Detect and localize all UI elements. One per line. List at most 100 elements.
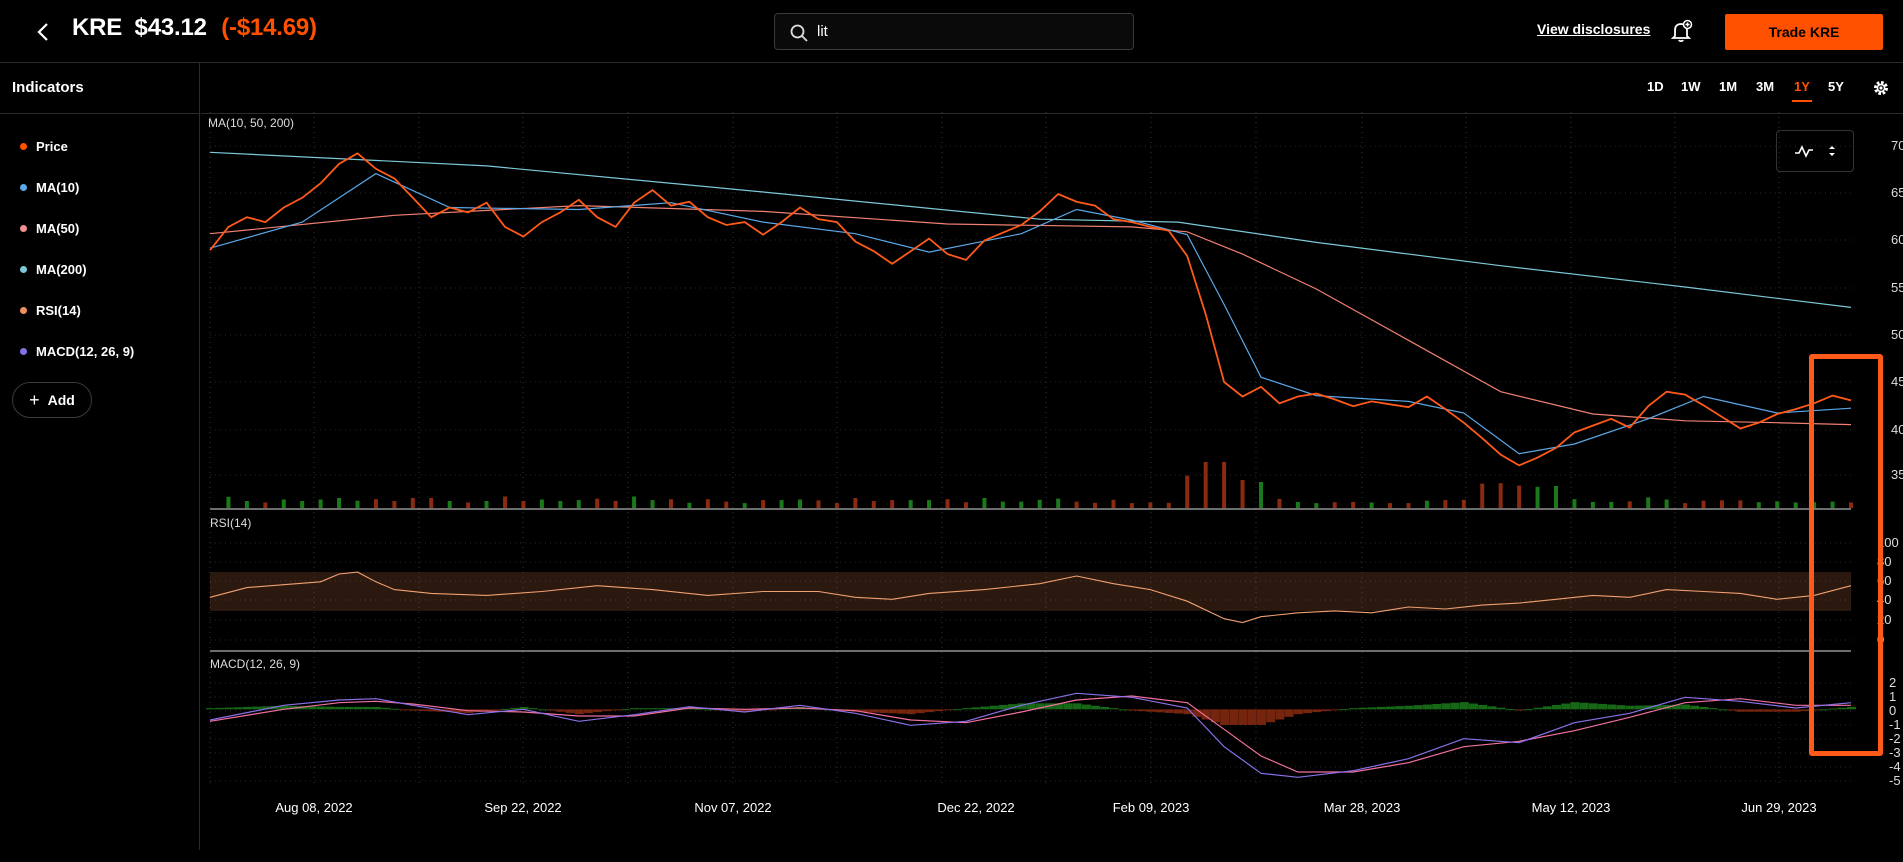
indicator-item-ma200[interactable]: MA(200) (0, 249, 199, 290)
price-change: (-$14.69) (221, 14, 317, 41)
ma10-line (209, 172, 1852, 455)
volume-bar (779, 500, 784, 508)
volume-bar (871, 501, 876, 508)
macd-histogram-bar (270, 706, 280, 710)
signal-line (209, 695, 1851, 773)
macd-histogram-bar (233, 707, 243, 710)
trade-button[interactable]: Trade KRE (1725, 14, 1883, 50)
macd-axis-tick: -2 (1889, 731, 1901, 746)
macd-histogram-bar (1183, 709, 1193, 715)
macd-histogram-bar (1137, 709, 1147, 712)
macd-histogram-bar (1229, 709, 1239, 725)
macd-histogram-bar (869, 709, 879, 713)
range-tab-5y[interactable]: 5Y (1828, 79, 1844, 94)
volume-bar (1111, 499, 1116, 508)
price-axis-tick: 35 (1891, 467, 1903, 482)
indicator-dot (20, 225, 27, 232)
rsi-line (209, 571, 1852, 624)
indicator-dot (20, 307, 27, 314)
macd-histogram-bar (1127, 709, 1137, 711)
volume-bar (613, 501, 618, 508)
macd-histogram-bar (1496, 707, 1506, 710)
range-tab-3m[interactable]: 3M (1756, 79, 1775, 94)
volume-bar (466, 502, 471, 508)
volume-bar (1498, 483, 1503, 508)
macd-histogram-bar (1164, 709, 1174, 713)
range-tab-1m[interactable]: 1M (1719, 79, 1738, 94)
macd-histogram-bar (1616, 705, 1626, 710)
macd-histogram-bar (1386, 706, 1396, 710)
chevron-left-icon[interactable] (32, 20, 56, 44)
range-tab-1w[interactable]: 1W (1681, 79, 1701, 94)
macd-histogram-bar (224, 707, 234, 710)
volume-bar (963, 502, 968, 508)
macd-axis-tick: -3 (1889, 745, 1901, 760)
search-box[interactable] (774, 13, 1134, 50)
chart-type-toggle[interactable] (1776, 130, 1854, 172)
macd-histogram-bar (1072, 703, 1082, 710)
volume-bar (1646, 497, 1651, 508)
macd-histogram-bar (1588, 703, 1598, 710)
price-axis-tick: 50 (1891, 327, 1903, 342)
volume-bar (982, 498, 987, 508)
indicator-list: Price MA(10) MA(50) MA(200) RSI(14) MACD… (0, 114, 199, 372)
volume-bar (1314, 503, 1319, 508)
volume-bar (1093, 502, 1098, 508)
macd-histogram-bar (1736, 709, 1746, 712)
macd-histogram-bar (1699, 706, 1709, 710)
line-chart-icon (1794, 145, 1813, 158)
indicator-item-ma50[interactable]: MA(50) (0, 208, 199, 249)
view-disclosures-link[interactable]: View disclosures (1537, 21, 1651, 37)
indicator-item-macd[interactable]: MACD(12, 26, 9) (0, 331, 199, 372)
macd-histogram-bar (1782, 709, 1792, 712)
search-input[interactable] (817, 19, 1117, 44)
macd-histogram-bar (1773, 709, 1783, 712)
macd-histogram-bar (1708, 708, 1718, 710)
macd-histogram-bar (491, 709, 501, 711)
macd-histogram-bar (252, 706, 262, 710)
macd-histogram-bar (261, 706, 271, 710)
macd-histogram-bar (1533, 707, 1543, 710)
rsi-panel-title: RSI(14) (210, 516, 252, 530)
x-axis-label: May 12, 2023 (1531, 800, 1611, 815)
macd-line (209, 692, 1852, 778)
macd-histogram-bar (1717, 709, 1727, 711)
macd-histogram-bar (1681, 704, 1691, 710)
macd-histogram-bar (344, 706, 354, 710)
price-axis-tick: 45 (1891, 374, 1903, 389)
macd-histogram-bar (1256, 709, 1266, 725)
volume-bar (300, 501, 305, 508)
indicator-label: RSI(14) (36, 303, 81, 318)
range-tab-1d[interactable]: 1D (1647, 79, 1664, 94)
macd-histogram-bar (1791, 709, 1801, 712)
indicator-item-rsi[interactable]: RSI(14) (0, 290, 199, 331)
range-tab-1y[interactable]: 1Y (1792, 79, 1812, 102)
gear-icon[interactable] (1872, 79, 1890, 97)
macd-histogram-bar (1819, 709, 1829, 711)
volume-bar (1185, 475, 1190, 508)
macd-histogram-bar (362, 706, 372, 710)
macd-histogram-bar (1515, 709, 1525, 711)
macd-histogram-bar (1847, 706, 1856, 710)
volume-bar (1719, 500, 1724, 508)
volume-bar (244, 501, 249, 508)
notification-bell-plus-icon[interactable] (1668, 18, 1694, 44)
macd-histogram-bar (1063, 703, 1073, 710)
macd-histogram-bar (454, 709, 464, 713)
macd-histogram-bar (943, 709, 953, 711)
macd-histogram-bar (1008, 704, 1018, 710)
indicator-item-ma10[interactable]: MA(10) (0, 167, 199, 208)
indicator-dot (20, 266, 27, 273)
macd-histogram-bar (1422, 704, 1432, 710)
macd-histogram-bar (215, 707, 225, 710)
indicator-item-price[interactable]: Price (0, 126, 199, 167)
volume-bar (576, 500, 581, 508)
volume-bar (1609, 501, 1614, 508)
add-indicator-button[interactable]: + Add (12, 382, 92, 418)
macd-histogram-bar (593, 709, 603, 713)
volume-bar (816, 500, 821, 508)
macd-histogram-bar (1625, 705, 1635, 710)
volume-bar (798, 499, 803, 508)
volume-bar (1129, 503, 1134, 508)
